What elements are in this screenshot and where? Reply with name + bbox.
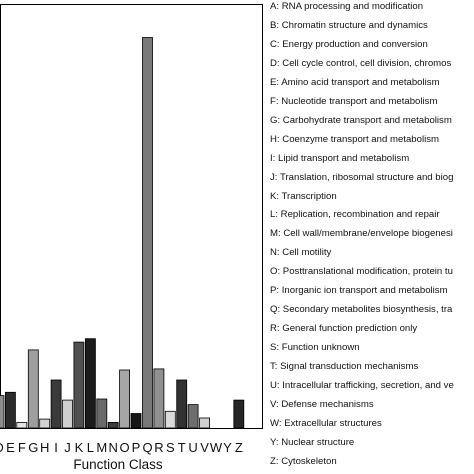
x-tick-j: J	[64, 440, 71, 455]
bar-h	[39, 418, 51, 429]
legend-item: E: Amino acid transport and metabolism	[270, 76, 440, 88]
x-tick-f: F	[18, 440, 26, 455]
legend-item: D: Cell cycle control, cell division, ch…	[270, 57, 452, 69]
bar-o	[119, 369, 130, 429]
bar-z	[233, 399, 245, 429]
x-tick-d: D	[0, 440, 4, 455]
x-tick-p: P	[132, 440, 141, 455]
bar-m	[96, 398, 108, 429]
legend-item: C: Energy production and conversion	[270, 38, 428, 50]
legend-item: O: Posttranslational modification, prote…	[270, 266, 453, 278]
bar-f	[16, 421, 28, 429]
bar-i	[50, 379, 62, 429]
legend-item: V: Defense mechanisms	[270, 398, 374, 410]
legend-item: Q: Secondary metabolites biosynthesis, t…	[270, 304, 453, 316]
legend-item: P: Inorganic ion transport and metabolis…	[270, 285, 448, 297]
legend-item: F: Nucleotide transport and metabolism	[270, 95, 438, 107]
bar-s	[164, 410, 176, 429]
x-tick-y: Y	[223, 440, 232, 455]
x-tick-t: T	[178, 440, 186, 455]
legend-item: U: Intracellular trafficking, secretion,…	[270, 380, 454, 391]
bar-l	[85, 338, 96, 429]
legend-item: T: Signal transduction mechanisms	[270, 361, 419, 373]
bar-r	[153, 368, 165, 429]
bar-g	[27, 349, 39, 429]
legend-item: Y: Nuclear structure	[270, 436, 355, 448]
bar-j	[62, 399, 73, 429]
bar-v	[199, 417, 211, 429]
bar-e	[5, 391, 16, 429]
legend-item: A: RNA processing and modification	[270, 1, 424, 12]
legend-item: Z: Cytoskeleton	[270, 455, 337, 467]
legend-item: L: Replication, recombination and repair	[270, 209, 440, 221]
legend-item: H: Coenzyme transport and metabolism	[270, 133, 440, 145]
bar-n	[107, 421, 119, 429]
x-tick-h: H	[40, 440, 49, 455]
bar-q	[142, 37, 153, 429]
legend-item: M: Cell wall/membrane/envelope biogenesi	[270, 228, 453, 240]
x-tick-w: W	[210, 440, 223, 455]
legend: A: RNA processing and modification B: Chr…	[270, 0, 474, 470]
x-tick-q: Q	[142, 440, 152, 455]
legend-item: I: Lipid transport and metabolism	[270, 152, 410, 164]
bar-u	[187, 404, 199, 429]
legend-item: S: Function unknown	[270, 342, 360, 354]
x-tick-n: N	[109, 440, 118, 455]
x-tick-e: E	[6, 440, 15, 455]
legend-item: B: Chromatin structure and dynamics	[270, 19, 428, 31]
bar-t	[176, 379, 188, 429]
x-tick-m: M	[96, 440, 107, 455]
bar-p	[130, 413, 142, 429]
x-tick-s: S	[166, 440, 175, 455]
legend-item: G: Carbohydrate transport and metabolism	[270, 114, 452, 126]
x-tick-r: R	[154, 440, 163, 455]
x-tick-labels-group: DEFGHIJKLMNOPQRSTUVWYZ	[0, 440, 243, 455]
legend-item: J: Translation, ribosomal structure and …	[270, 171, 454, 183]
x-tick-i: I	[54, 440, 58, 455]
legend-item: N: Cell motility	[270, 247, 332, 259]
bar-k	[73, 341, 85, 429]
x-tick-u: U	[188, 440, 197, 455]
legend-item: W: Extracellular structures	[270, 417, 382, 429]
x-tick-o: O	[120, 440, 130, 455]
bar-d	[0, 395, 5, 429]
legend-item: K: Transcription	[270, 190, 337, 202]
bars-group	[0, 37, 245, 429]
x-tick-l: L	[87, 440, 94, 455]
plot-frame	[0, 4, 263, 429]
x-tick-g: G	[28, 440, 38, 455]
x-axis-title: Function Class	[73, 457, 163, 472]
legend-item: R: General function prediction only	[270, 323, 418, 335]
x-tick-k: K	[75, 440, 84, 455]
x-tick-v: V	[200, 440, 209, 455]
x-tick-z: Z	[235, 440, 243, 455]
